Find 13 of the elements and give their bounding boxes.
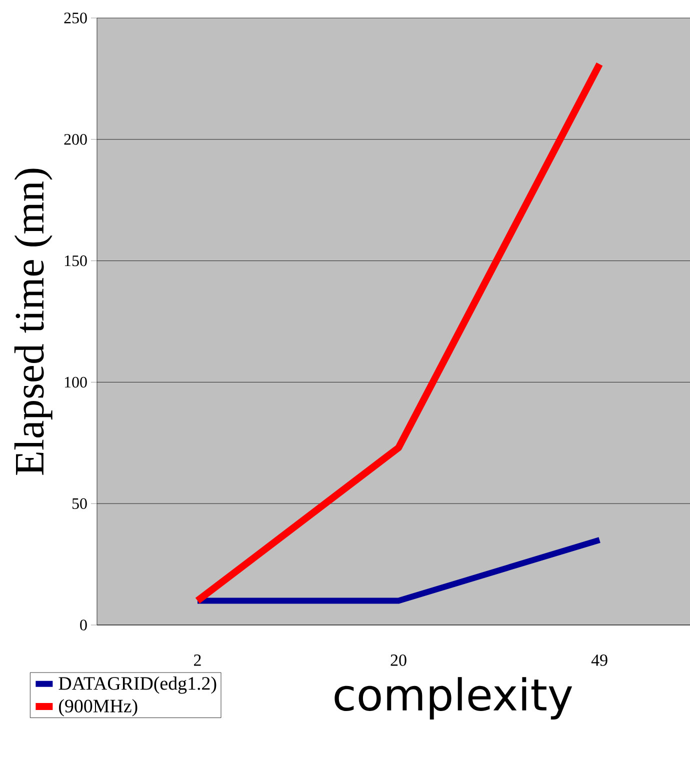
y-tick-label: 200 [64,134,87,145]
y-tick-label: 150 [64,255,87,266]
legend-label: (900MHz) [59,699,138,716]
x-tick-label: 2 [194,654,201,666]
legend-label: DATAGRID(edg1.2) [58,676,216,694]
y-axis-title: Elapsed time (mn) [14,168,52,475]
x-tick-label: 49 [591,654,608,666]
x-axis-title: complexity [334,677,572,720]
y-tick-label: 0 [80,620,87,630]
y-tick-label: 100 [64,376,87,388]
y-tick-label: 50 [72,498,87,509]
y-tick-label: 250 [64,12,87,24]
x-tick-label: 20 [390,654,406,666]
